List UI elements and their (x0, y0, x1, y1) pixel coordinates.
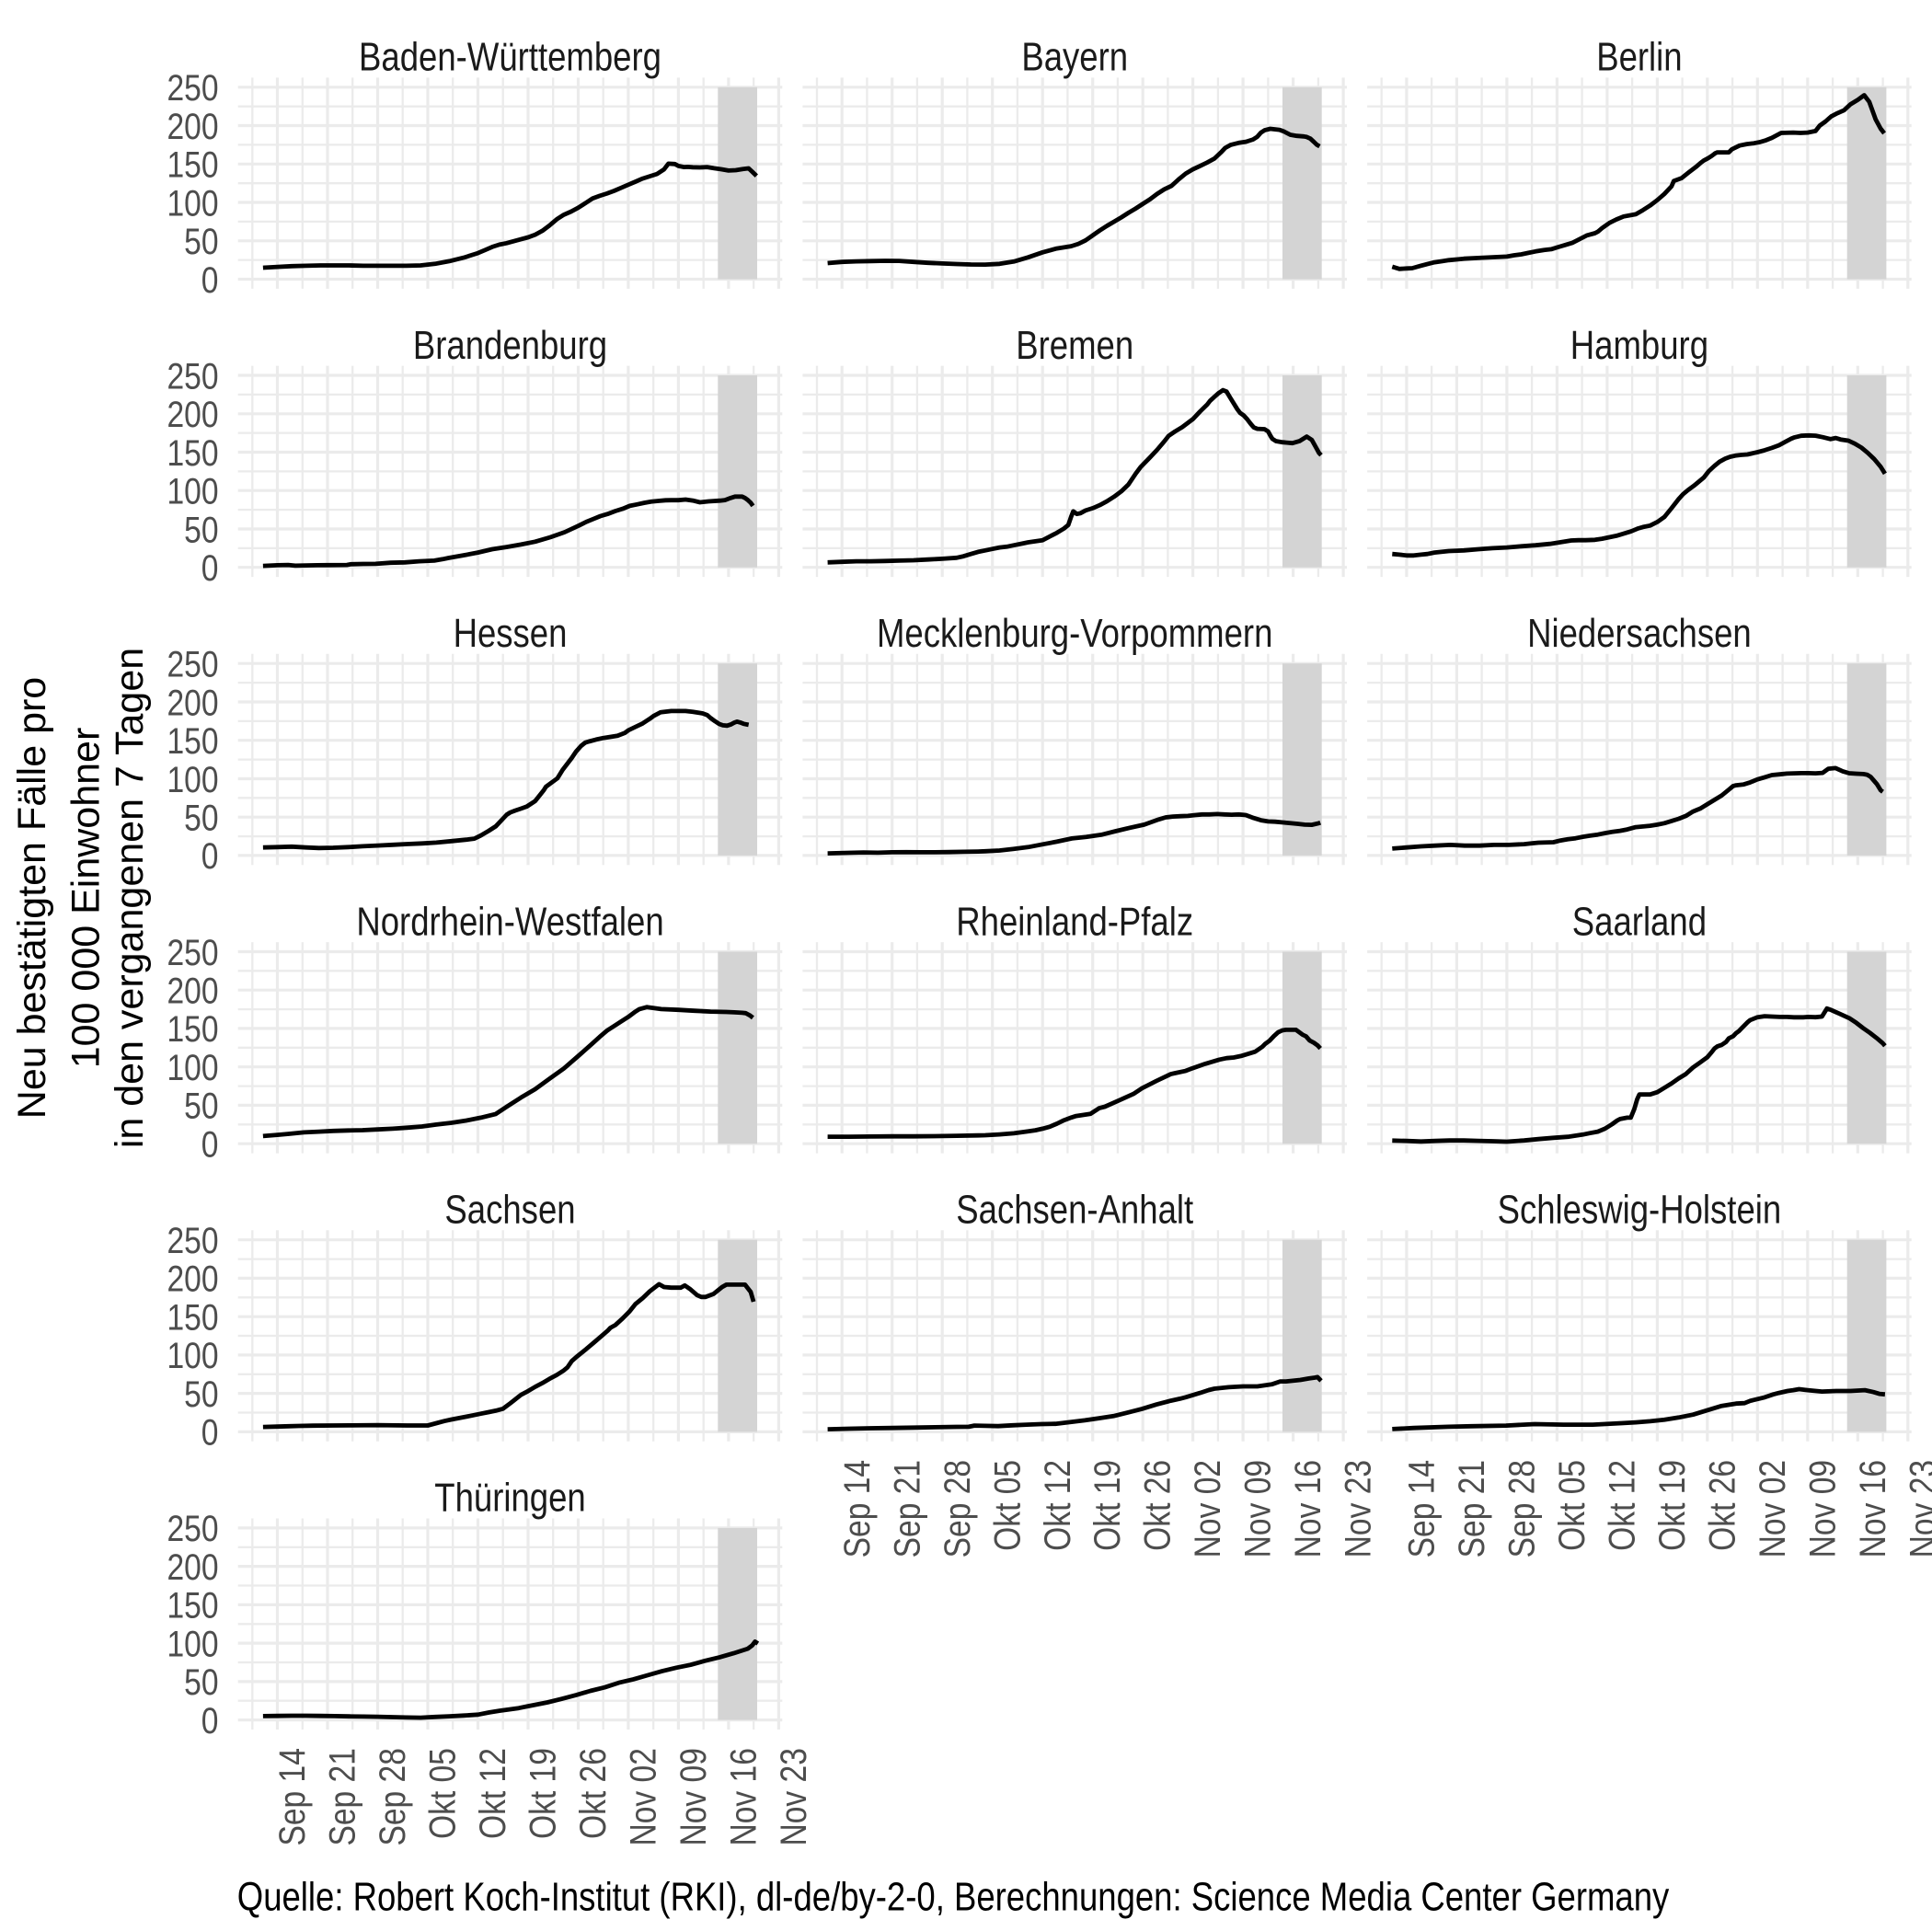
svg-text:Sep 28: Sep 28 (937, 1460, 977, 1557)
svg-text:200: 200 (167, 1546, 218, 1587)
svg-text:250: 250 (167, 1508, 218, 1548)
svg-text:Nov 16: Nov 16 (723, 1748, 764, 1845)
svg-text:Nov 02: Nov 02 (1187, 1460, 1227, 1557)
svg-text:Neu bestätigten Fälle pro: Neu bestätigten Fälle pro (10, 677, 54, 1119)
svg-text:Okt 05: Okt 05 (1551, 1460, 1592, 1551)
svg-text:in den vergangenen 7 Tagen: in den vergangenen 7 Tagen (108, 648, 152, 1148)
svg-text:0: 0 (201, 547, 219, 588)
svg-text:Sep 21: Sep 21 (887, 1460, 927, 1557)
svg-text:Niedersachsen: Niedersachsen (1527, 611, 1752, 656)
svg-text:Okt 26: Okt 26 (1137, 1460, 1178, 1551)
svg-text:Rheinland-Pfalz: Rheinland-Pfalz (956, 899, 1193, 944)
svg-text:Okt 26: Okt 26 (572, 1748, 613, 1839)
svg-text:100: 100 (167, 471, 218, 511)
svg-text:Nordrhein-Westfalen: Nordrhein-Westfalen (356, 899, 663, 944)
svg-text:Okt 12: Okt 12 (1037, 1460, 1077, 1551)
svg-text:Bayern: Bayern (1021, 35, 1128, 80)
svg-text:Baden-Württemberg: Baden-Württemberg (359, 35, 661, 80)
svg-text:200: 200 (167, 683, 218, 723)
svg-text:Nov 23: Nov 23 (1338, 1460, 1378, 1557)
svg-text:Sep 21: Sep 21 (322, 1748, 362, 1845)
svg-text:0: 0 (201, 1700, 219, 1741)
svg-text:0: 0 (201, 1412, 219, 1453)
svg-text:Nov 23: Nov 23 (1903, 1460, 1932, 1557)
svg-text:100: 100 (167, 1335, 218, 1375)
svg-text:150: 150 (167, 720, 218, 761)
svg-text:Okt 05: Okt 05 (987, 1460, 1028, 1551)
svg-text:Hessen: Hessen (454, 611, 568, 656)
svg-text:Saarland: Saarland (1572, 899, 1707, 944)
svg-text:0: 0 (201, 259, 219, 300)
svg-text:50: 50 (184, 1661, 218, 1702)
svg-text:200: 200 (167, 1259, 218, 1299)
svg-text:Mecklenburg-Vorpommern: Mecklenburg-Vorpommern (877, 611, 1272, 656)
svg-text:100: 100 (167, 1047, 218, 1087)
svg-text:Nov 09: Nov 09 (673, 1748, 713, 1845)
svg-text:Schleswig-Holstein: Schleswig-Holstein (1498, 1188, 1782, 1233)
svg-text:Sachsen: Sachsen (444, 1188, 575, 1233)
svg-text:250: 250 (167, 1220, 218, 1260)
svg-text:150: 150 (167, 144, 218, 185)
svg-text:100 000 Einwohner: 100 000 Einwohner (64, 728, 109, 1069)
svg-text:Sep 14: Sep 14 (271, 1748, 312, 1845)
svg-text:Okt 12: Okt 12 (1602, 1460, 1642, 1551)
svg-text:Nov 09: Nov 09 (1802, 1460, 1843, 1557)
svg-text:Sep 14: Sep 14 (836, 1460, 877, 1557)
svg-text:50: 50 (184, 221, 218, 261)
svg-text:Hamburg: Hamburg (1570, 323, 1708, 368)
svg-text:Nov 16: Nov 16 (1287, 1460, 1328, 1557)
svg-text:100: 100 (167, 1624, 218, 1664)
svg-text:200: 200 (167, 394, 218, 434)
svg-text:150: 150 (167, 432, 218, 473)
svg-text:Okt 19: Okt 19 (1651, 1460, 1692, 1551)
svg-text:50: 50 (184, 1374, 218, 1414)
svg-text:150: 150 (167, 1297, 218, 1338)
svg-text:150: 150 (167, 1585, 218, 1626)
svg-text:Nov 16: Nov 16 (1852, 1460, 1892, 1557)
svg-text:Sep 21: Sep 21 (1451, 1460, 1491, 1557)
svg-text:Nov 02: Nov 02 (623, 1748, 663, 1845)
svg-text:250: 250 (167, 644, 218, 684)
svg-text:150: 150 (167, 1008, 218, 1049)
svg-text:Okt 05: Okt 05 (422, 1748, 463, 1839)
svg-text:Sep 28: Sep 28 (372, 1748, 412, 1845)
svg-text:Okt 19: Okt 19 (523, 1748, 563, 1839)
svg-text:Sachsen-Anhalt: Sachsen-Anhalt (956, 1188, 1193, 1233)
svg-text:Nov 02: Nov 02 (1752, 1460, 1792, 1557)
svg-text:Nov 23: Nov 23 (773, 1748, 813, 1845)
svg-text:Okt 19: Okt 19 (1087, 1460, 1127, 1551)
svg-text:200: 200 (167, 106, 218, 146)
svg-text:0: 0 (201, 835, 219, 876)
svg-text:0: 0 (201, 1124, 219, 1165)
svg-text:Brandenburg: Brandenburg (413, 323, 607, 368)
svg-text:250: 250 (167, 67, 218, 108)
svg-text:Okt 26: Okt 26 (1702, 1460, 1742, 1551)
svg-text:50: 50 (184, 1086, 218, 1126)
svg-text:250: 250 (167, 356, 218, 397)
svg-text:100: 100 (167, 759, 218, 799)
svg-text:100: 100 (167, 183, 218, 224)
svg-text:Okt 12: Okt 12 (472, 1748, 512, 1839)
svg-text:50: 50 (184, 510, 218, 550)
svg-text:Quelle: Robert Koch-Institut (: Quelle: Robert Koch-Institut (RKI), dl-d… (237, 1873, 1670, 1919)
svg-text:250: 250 (167, 932, 218, 972)
svg-text:50: 50 (184, 798, 218, 838)
svg-text:Thüringen: Thüringen (434, 1476, 585, 1521)
svg-text:Bremen: Bremen (1016, 323, 1133, 368)
svg-text:Sep 28: Sep 28 (1501, 1460, 1542, 1557)
svg-text:Sep 14: Sep 14 (1401, 1460, 1442, 1557)
svg-text:Berlin: Berlin (1596, 35, 1682, 80)
svg-text:200: 200 (167, 971, 218, 1011)
svg-text:Nov 09: Nov 09 (1237, 1460, 1278, 1557)
